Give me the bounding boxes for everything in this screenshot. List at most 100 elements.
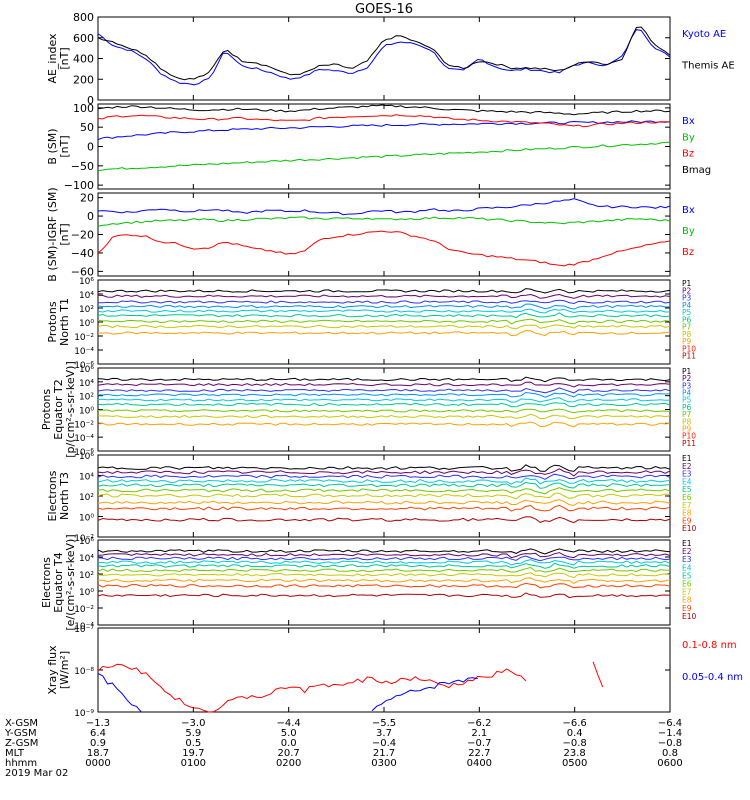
x-row-value: 0200	[276, 758, 301, 769]
y-tick-label: 0	[87, 141, 94, 154]
legend-entry: Bx	[682, 116, 695, 127]
x-row-value: 21.7	[373, 748, 395, 759]
y-tick-label: 10⁴	[79, 554, 94, 564]
legend-entry: P2	[682, 374, 692, 383]
series-line	[97, 29, 671, 86]
y-tick-label: 10⁻⁸	[74, 667, 94, 677]
x-row-value: −6.6	[563, 718, 587, 729]
y-tick-label: 0	[87, 210, 94, 223]
y-tick-label: 10⁻²	[74, 333, 94, 343]
x-row-value: 19.7	[182, 748, 204, 759]
series-line	[97, 468, 671, 477]
y-tick-label: 800	[73, 11, 94, 24]
x-row-value: −1.4	[658, 728, 682, 739]
legend-entry: Kyoto AE	[682, 29, 726, 40]
series-line	[97, 473, 671, 480]
legend-entry: E3	[682, 555, 692, 564]
series-line	[97, 559, 671, 566]
y-tick-label: 10²	[79, 393, 94, 403]
series-line	[97, 481, 671, 489]
series-line	[97, 492, 671, 500]
legend-entry: P3	[682, 381, 692, 390]
legend-entry: P5	[682, 396, 692, 405]
series-line	[97, 387, 671, 394]
panel-frame	[97, 103, 671, 190]
legend-entry: 0.05-0.4 nm	[682, 672, 743, 683]
legend-entry: P10	[682, 432, 696, 441]
y-axis-label: B (SM)[nT]	[46, 128, 71, 164]
y-tick-label: −40	[71, 247, 94, 260]
legend-entry: E6	[682, 580, 692, 589]
x-row-value: 0600	[657, 758, 682, 769]
panel-frame	[97, 192, 671, 277]
y-tick-label: 10⁻⁴	[74, 434, 94, 444]
series-line	[97, 198, 671, 216]
y-tick-label: 0	[87, 94, 94, 107]
legend-entry: 0.1-0.8 nm	[682, 640, 737, 651]
legend-entry: E2	[682, 462, 692, 471]
legend-entry: P8	[682, 330, 692, 339]
y-tick-label: 10⁻⁴	[74, 347, 94, 357]
series-line	[97, 487, 671, 495]
legend-entry: P8	[682, 417, 692, 426]
series-line	[97, 120, 671, 141]
panel-frame	[97, 279, 671, 365]
y-axis-label-line: B (SM)-IGRF (SM)	[46, 187, 59, 281]
x-row-value: −4.4	[277, 718, 301, 729]
y-axis-label-line: [nT]	[58, 47, 71, 69]
legend-entry: P1	[682, 367, 692, 376]
x-row-label: hhmm	[5, 758, 37, 769]
legend-entry: P1	[682, 279, 692, 288]
y-tick-label: 10⁻⁴	[74, 622, 94, 632]
x-row-value: −6.4	[658, 718, 682, 729]
series-line	[97, 572, 671, 579]
y-axis-label-line: Electrons	[46, 470, 59, 521]
x-row-value: 2.1	[471, 728, 487, 739]
y-tick-label: 10⁶	[79, 277, 94, 287]
x-row-value: 6.4	[90, 728, 106, 739]
y-tick-label: 10⁻²	[74, 534, 94, 544]
legend-entry: E5	[682, 485, 692, 494]
series-line	[97, 391, 671, 398]
legend-entry: P5	[682, 308, 692, 317]
x-row-label: Z-GSM	[5, 738, 38, 749]
x-row-value: 0.8	[662, 748, 678, 759]
series-line	[97, 288, 671, 294]
legend-entry: E5	[682, 571, 692, 580]
panel-frame	[97, 16, 671, 101]
legend-entry: E8	[682, 596, 692, 605]
series-line	[97, 413, 671, 420]
y-tick-label: −100	[64, 179, 94, 192]
series-line	[97, 26, 671, 81]
series-line	[97, 293, 671, 299]
x-row-value: −0.8	[563, 738, 587, 749]
x-row-value: −0.4	[372, 738, 396, 749]
y-axis-label-line: [W/m²]	[58, 651, 71, 689]
x-row-value: 0100	[181, 758, 206, 769]
panel-frame	[97, 539, 671, 626]
y-tick-label: −60	[71, 265, 94, 278]
x-row-label: Y-GSM	[4, 728, 37, 739]
x-row-value: 3.7	[376, 728, 392, 739]
x-row-value: 5.9	[185, 728, 201, 739]
x-row-value: 20.7	[278, 748, 300, 759]
y-tick-label: 10⁶	[79, 452, 94, 462]
series-line	[97, 312, 671, 319]
series-line	[97, 421, 671, 428]
legend-entry: E8	[682, 509, 692, 518]
series-line	[97, 141, 671, 172]
panel-3: −60 −40 −20 0 20 B (SM)-IGRF (SM)[nT] Bx By Bz	[46, 187, 695, 281]
series-line	[97, 504, 671, 512]
legend-entry: By	[682, 226, 695, 237]
y-tick-label: 10²	[79, 305, 94, 315]
x-row-value: 0300	[371, 758, 396, 769]
y-axis-label-line: Electrons	[40, 557, 53, 608]
y-axis-label-line: Equator T4	[52, 552, 65, 612]
y-tick-label: −20	[71, 229, 94, 242]
y-axis-label-line: [e/(cm²-s-sr-keV)]	[64, 534, 77, 630]
legend-entry: E4	[682, 563, 692, 572]
